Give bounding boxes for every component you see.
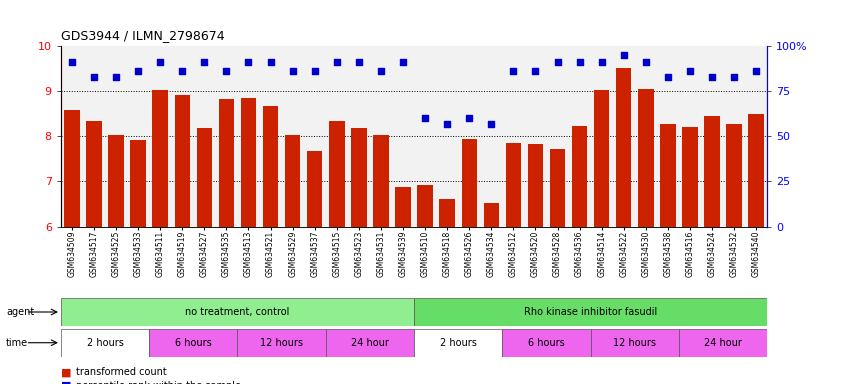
Point bbox=[263, 59, 277, 65]
Bar bbox=[615, 68, 630, 227]
Point bbox=[418, 115, 431, 121]
Text: agent: agent bbox=[6, 307, 34, 317]
Point bbox=[330, 59, 344, 65]
Bar bbox=[175, 95, 190, 227]
Bar bbox=[726, 124, 741, 227]
Text: 12 hours: 12 hours bbox=[613, 338, 656, 348]
Point bbox=[87, 74, 100, 80]
Point bbox=[572, 59, 586, 65]
Bar bbox=[461, 139, 476, 227]
Point bbox=[65, 59, 78, 65]
Bar bbox=[528, 144, 543, 227]
Text: 6 hours: 6 hours bbox=[528, 338, 564, 348]
Bar bbox=[681, 127, 697, 227]
Bar bbox=[197, 128, 212, 227]
Bar bbox=[351, 128, 366, 227]
Text: 2 hours: 2 hours bbox=[86, 338, 123, 348]
Point bbox=[705, 74, 718, 80]
Point bbox=[683, 68, 696, 74]
Point bbox=[285, 68, 299, 74]
Text: ■: ■ bbox=[61, 381, 71, 384]
Bar bbox=[306, 151, 322, 227]
Bar bbox=[328, 121, 344, 227]
Bar bbox=[325, 329, 414, 356]
Point bbox=[131, 68, 144, 74]
Text: 24 hour: 24 hour bbox=[350, 338, 388, 348]
Bar bbox=[748, 114, 763, 227]
Text: 2 hours: 2 hours bbox=[439, 338, 476, 348]
Bar bbox=[262, 106, 278, 227]
Point bbox=[484, 121, 497, 127]
Point bbox=[396, 59, 409, 65]
Point bbox=[594, 59, 608, 65]
Bar bbox=[373, 135, 388, 227]
Bar bbox=[439, 199, 454, 227]
Bar bbox=[86, 121, 101, 227]
Point bbox=[528, 68, 542, 74]
Text: 12 hours: 12 hours bbox=[260, 338, 303, 348]
Bar bbox=[679, 329, 766, 356]
Bar bbox=[505, 143, 521, 227]
Bar bbox=[659, 124, 675, 227]
Bar bbox=[395, 187, 410, 227]
Bar bbox=[219, 99, 234, 227]
Point bbox=[616, 52, 630, 58]
Bar bbox=[593, 90, 609, 227]
Point bbox=[550, 59, 564, 65]
Bar bbox=[501, 329, 590, 356]
Point bbox=[506, 68, 520, 74]
Point bbox=[219, 68, 233, 74]
Bar bbox=[549, 149, 565, 227]
Point bbox=[109, 74, 122, 80]
Point bbox=[440, 121, 453, 127]
Bar bbox=[149, 329, 237, 356]
Bar bbox=[61, 298, 414, 326]
Bar bbox=[637, 89, 652, 227]
Point bbox=[749, 68, 762, 74]
Text: time: time bbox=[6, 338, 28, 348]
Bar bbox=[414, 298, 766, 326]
Bar bbox=[704, 116, 719, 227]
Point bbox=[462, 115, 475, 121]
Text: transformed count: transformed count bbox=[76, 367, 166, 377]
Point bbox=[176, 68, 189, 74]
Bar bbox=[483, 203, 499, 227]
Point bbox=[307, 68, 321, 74]
Point bbox=[727, 74, 740, 80]
Point bbox=[374, 68, 387, 74]
Text: GDS3944 / ILMN_2798674: GDS3944 / ILMN_2798674 bbox=[61, 29, 225, 42]
Text: 24 hour: 24 hour bbox=[703, 338, 741, 348]
Text: ■: ■ bbox=[61, 367, 71, 377]
Point bbox=[660, 74, 674, 80]
Bar bbox=[61, 329, 149, 356]
Bar bbox=[571, 126, 587, 227]
Point bbox=[352, 59, 365, 65]
Text: Rho kinase inhibitor fasudil: Rho kinase inhibitor fasudil bbox=[523, 307, 657, 317]
Bar bbox=[130, 140, 146, 227]
Point bbox=[638, 59, 652, 65]
Bar bbox=[152, 90, 168, 227]
Text: percentile rank within the sample: percentile rank within the sample bbox=[76, 381, 241, 384]
Point bbox=[197, 59, 211, 65]
Bar bbox=[414, 329, 501, 356]
Bar bbox=[241, 98, 256, 227]
Point bbox=[154, 59, 167, 65]
Bar bbox=[417, 185, 432, 227]
Bar bbox=[237, 329, 326, 356]
Text: 6 hours: 6 hours bbox=[175, 338, 211, 348]
Point bbox=[241, 59, 255, 65]
Bar bbox=[108, 134, 123, 227]
Text: no treatment, control: no treatment, control bbox=[185, 307, 289, 317]
Bar bbox=[284, 135, 300, 227]
Bar bbox=[590, 329, 679, 356]
Bar bbox=[64, 110, 79, 227]
